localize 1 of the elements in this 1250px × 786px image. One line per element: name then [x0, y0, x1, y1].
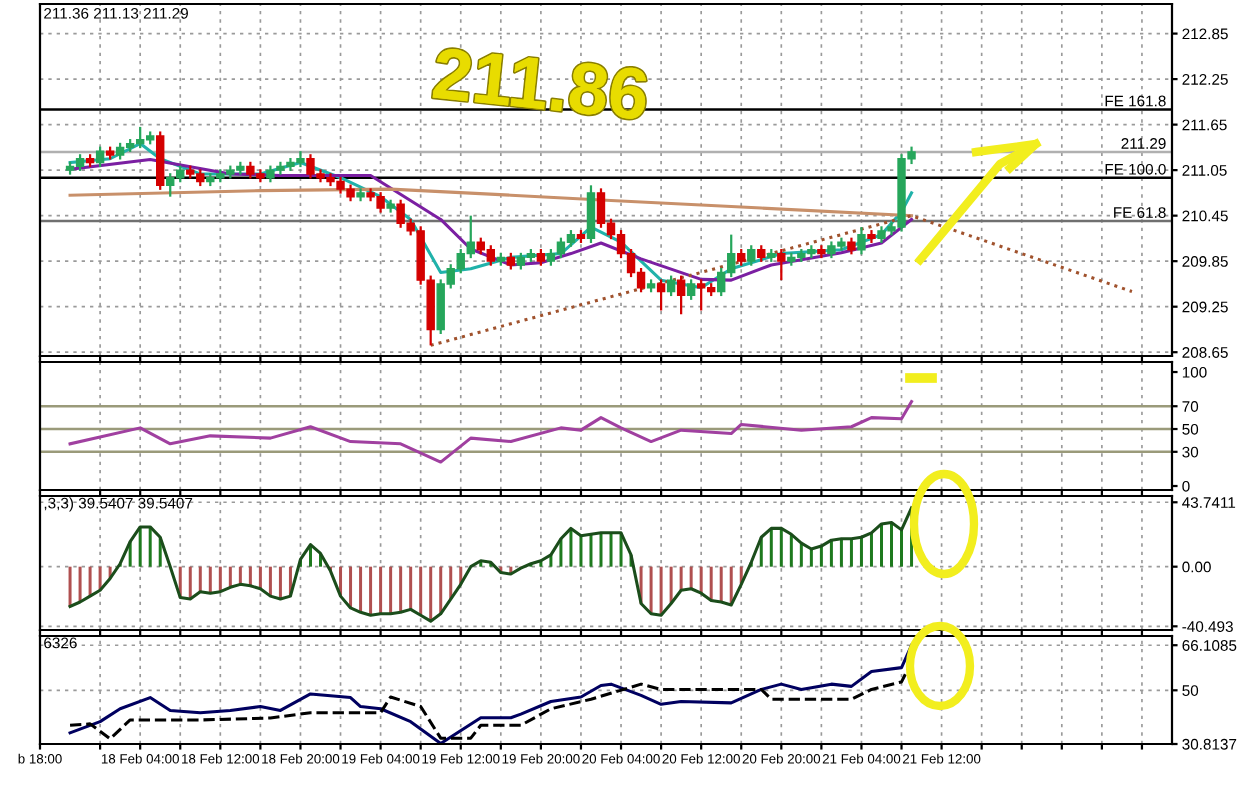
annotation: 211.86: [432, 47, 649, 121]
